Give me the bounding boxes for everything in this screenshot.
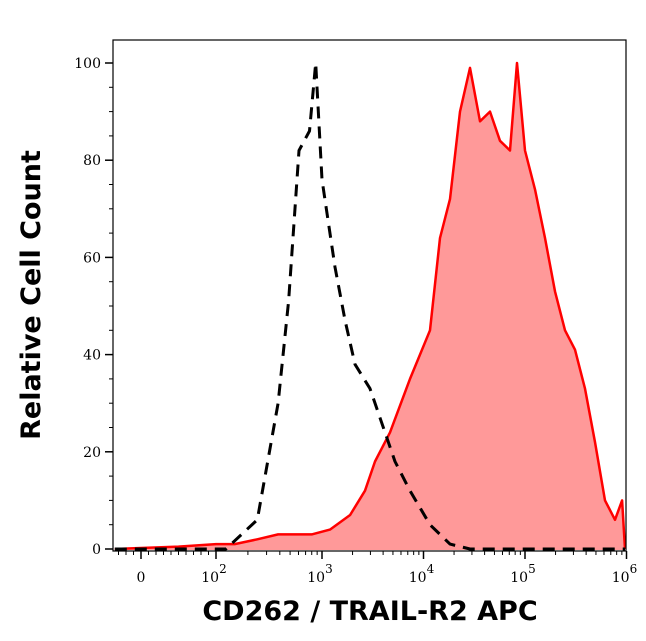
x-tick-label: 0 bbox=[137, 570, 146, 586]
x-axis-label: CD262 / TRAIL-R2 APC bbox=[202, 596, 537, 627]
y-tick-label: 20 bbox=[83, 445, 101, 461]
series-fill-1 bbox=[114, 63, 625, 550]
series-line-0 bbox=[114, 61, 625, 551]
x-tick-label: 104 bbox=[409, 562, 435, 586]
x-tick-label: 105 bbox=[510, 562, 535, 586]
x-tick-label: 102 bbox=[201, 562, 226, 586]
y-tick-label: 100 bbox=[74, 56, 101, 72]
y-tick-label: 60 bbox=[83, 250, 101, 266]
y-axis-label: Relative Cell Count bbox=[16, 150, 47, 440]
x-tick-label: 103 bbox=[307, 562, 332, 586]
series-line-1 bbox=[114, 61, 627, 551]
plot-frame bbox=[112, 39, 627, 552]
x-tick-label: 106 bbox=[612, 562, 637, 586]
axes: 0 20 40 60 80 100 0 102 103 104 105 106 bbox=[74, 56, 637, 586]
y-tick-label: 40 bbox=[83, 348, 101, 364]
y-tick-label: 0 bbox=[92, 542, 101, 558]
plot-marks bbox=[114, 61, 627, 551]
y-tick-label: 80 bbox=[83, 153, 101, 169]
